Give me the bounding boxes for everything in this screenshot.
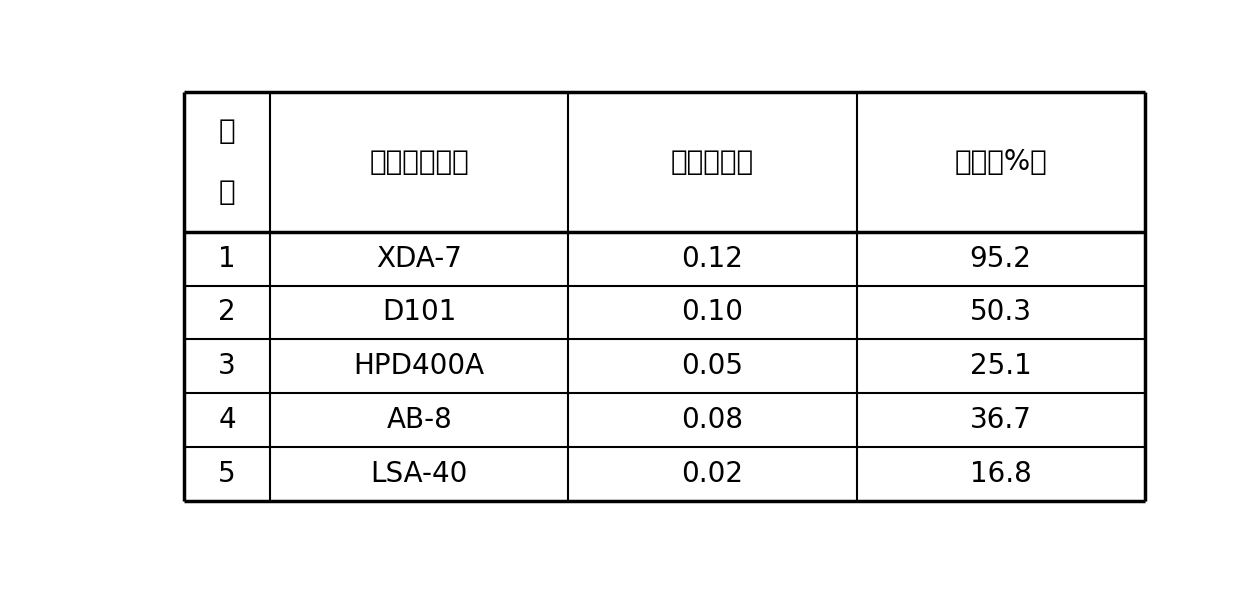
Text: HPD400A: HPD400A <box>353 352 485 380</box>
Text: LSA-40: LSA-40 <box>371 459 467 487</box>
Text: 95.2: 95.2 <box>970 245 1032 273</box>
Text: 36.7: 36.7 <box>970 406 1032 434</box>
Text: 0.12: 0.12 <box>682 245 743 273</box>
Text: 0.02: 0.02 <box>682 459 744 487</box>
Text: 4: 4 <box>218 406 236 434</box>
Text: 16.8: 16.8 <box>970 459 1032 487</box>
Text: AB-8: AB-8 <box>387 406 453 434</box>
Text: 5: 5 <box>218 459 236 487</box>
Text: D101: D101 <box>382 299 456 327</box>
Text: 纴度（%）: 纴度（%） <box>955 148 1047 175</box>
Text: 2: 2 <box>218 299 236 327</box>
Text: 0.10: 0.10 <box>682 299 744 327</box>
Text: 0.08: 0.08 <box>682 406 744 434</box>
Text: 0.05: 0.05 <box>682 352 744 380</box>
Text: 50.3: 50.3 <box>970 299 1032 327</box>
Text: 1: 1 <box>218 245 236 273</box>
Text: 25.1: 25.1 <box>970 352 1032 380</box>
Text: 号: 号 <box>218 178 236 206</box>
Text: 大孔树脂类型: 大孔树脂类型 <box>370 148 469 175</box>
Text: 序: 序 <box>218 117 236 145</box>
Text: 3: 3 <box>218 352 236 380</box>
Text: XDA-7: XDA-7 <box>376 245 463 273</box>
Text: 产量（克）: 产量（克） <box>671 148 754 175</box>
